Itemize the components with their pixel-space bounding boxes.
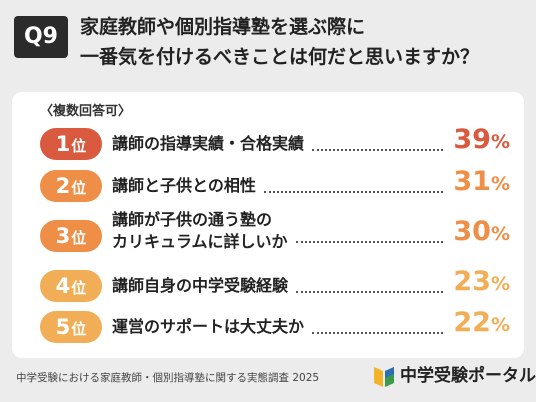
question-title-line-1: 家庭教師や個別指導塾を選ぶ際に <box>80 16 366 38</box>
question-title-line-2: 一番気を付けるべきことは何だと思いますか？ <box>80 46 480 68</box>
question-header: Q9 家庭教師や個別指導塾を選ぶ際に 一番気を付けるべきことは何だと思いますか？ <box>0 0 536 92</box>
percentage-value: 22% <box>453 307 510 343</box>
ranking-row-rank-5: 5位 運営のサポートは大丈夫か 22% <box>40 307 510 343</box>
rank-unit: 位 <box>71 279 87 297</box>
rank-number: 1 <box>55 132 71 156</box>
percentage-value: 30% <box>453 216 510 252</box>
rank-number: 4 <box>55 274 71 298</box>
percentage-number: 31 <box>453 166 491 197</box>
rank-badge: 4位 <box>40 270 102 302</box>
question-title: 家庭教師や個別指導塾を選ぶ際に 一番気を付けるべきことは何だと思いますか？ <box>80 12 526 72</box>
rank-unit: 位 <box>71 179 87 197</box>
logo-text: 中学受験ポータル <box>400 366 536 386</box>
ranking-row-rank-3: 3位 講師が子供の通う塾の カリキュラムに詳しいか 30% <box>40 210 510 252</box>
leader-dots <box>312 332 443 334</box>
item-label: 講師の指導実績・合格実績 <box>112 128 304 160</box>
percentage-sign: % <box>490 273 510 295</box>
percentage-number: 39 <box>453 124 491 155</box>
ranking-row-rank-4: 4位 講師自身の中学受験経験 23% <box>40 266 510 302</box>
item-label: 講師と子供との相性 <box>112 170 256 202</box>
rank-badge: 1位 <box>40 128 102 160</box>
book-logo-icon <box>374 367 394 387</box>
question-number-badge: Q9 <box>14 16 68 58</box>
percentage-number: 30 <box>453 216 491 247</box>
rank-badge: 2位 <box>40 170 102 202</box>
percentage-number: 23 <box>453 266 491 297</box>
ranking-row-rank-1: 1位 講師の指導実績・合格実績 39% <box>40 124 510 160</box>
leader-dots <box>296 241 443 243</box>
ranking-card: 〈複数回答可〉 1位 講師の指導実績・合格実績 39% 2位 講師と子供との相性 31% 3… <box>12 92 524 358</box>
logo-shape-yellow <box>374 367 383 387</box>
percentage-sign: % <box>490 314 510 336</box>
survey-source: 中学受験における家庭教師・個別指導塾に関する実態調査 2025 <box>16 372 320 384</box>
leader-dots <box>296 291 443 293</box>
rank-unit: 位 <box>71 229 87 247</box>
leader-dots <box>312 149 443 151</box>
percentage-value: 39% <box>453 124 510 160</box>
ranking-row-rank-2: 2位 講師と子供との相性 31% <box>40 166 510 202</box>
item-label-line: 講師と子供との相性 <box>112 176 256 195</box>
rank-number: 3 <box>55 224 71 248</box>
leader-dots <box>264 191 443 193</box>
rank-badge: 5位 <box>40 311 102 343</box>
logo-shape-blue <box>385 367 394 378</box>
percentage-sign: % <box>490 173 510 195</box>
percentage-value: 31% <box>453 166 510 202</box>
item-label: 講師自身の中学受験経験 <box>112 270 288 302</box>
percentage-sign: % <box>490 223 510 245</box>
multiple-answer-note: 〈複数回答可〉 <box>40 104 132 119</box>
rank-unit: 位 <box>71 320 87 338</box>
percentage-sign: % <box>490 131 510 153</box>
rank-number: 5 <box>55 315 71 339</box>
item-label-line: カリキュラムに詳しいか <box>112 232 288 251</box>
percentage-value: 23% <box>453 266 510 302</box>
rank-number: 2 <box>55 174 71 198</box>
percentage-number: 22 <box>453 307 491 338</box>
item-label-line: 運営のサポートは大丈夫か <box>112 317 305 336</box>
item-label: 講師が子供の通う塾の カリキュラムに詳しいか <box>112 209 288 263</box>
item-label-line: 講師自身の中学受験経験 <box>112 276 289 295</box>
rank-badge: 3位 <box>40 220 102 252</box>
item-label-line: 講師の指導実績・合格実績 <box>112 134 305 153</box>
item-label-line: 講師が子供の通う塾の <box>112 210 273 229</box>
rank-unit: 位 <box>71 137 87 155</box>
item-label: 運営のサポートは大丈夫か <box>112 311 304 343</box>
